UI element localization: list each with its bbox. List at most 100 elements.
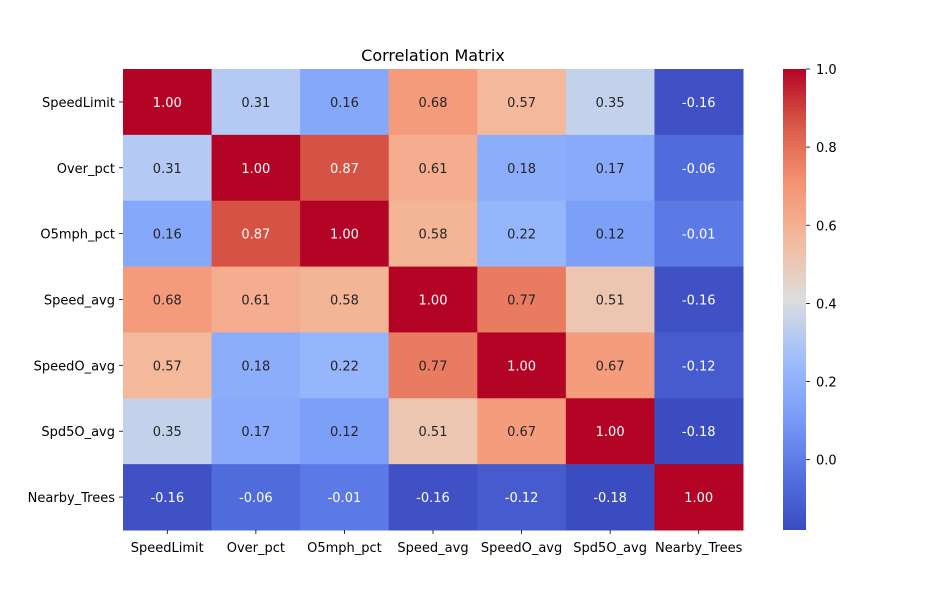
- heatmap-cell: [211, 200, 301, 268]
- colorbar-tick-label: 0.0: [816, 454, 837, 469]
- cell-value-label: 0.57: [153, 359, 182, 374]
- heatmap-cell: [123, 69, 213, 136]
- x-tick-label: O5mph_pct: [307, 541, 382, 556]
- y-tick-label: SpeedLimit: [42, 96, 115, 111]
- x-axis: SpeedLimit Over_pct O5mph_pct Speed_avg Spee…: [131, 530, 743, 556]
- heatmap-cell: [565, 69, 655, 136]
- colorbar-gradient: [783, 69, 806, 530]
- heatmap-cell: [654, 69, 744, 136]
- heatmap-cell: [300, 332, 390, 399]
- heatmap-cell: [565, 134, 655, 202]
- colorbar-tick-label: 0.4: [816, 297, 837, 312]
- x-tick-label: Spd5O_avg: [573, 541, 647, 556]
- cell-value-label: 0.61: [241, 294, 270, 309]
- heatmap-cell: [300, 266, 390, 333]
- heatmap-cell: [211, 134, 301, 202]
- heatmap-cell: [123, 134, 213, 202]
- cell-value-label: 0.67: [507, 425, 536, 440]
- heatmap-cell: [123, 398, 213, 465]
- heatmap-cell: [565, 398, 655, 465]
- heatmap-cell: [300, 200, 390, 268]
- heatmap-cell: [565, 266, 655, 333]
- cell-value-label: 1.00: [419, 294, 448, 309]
- heatmap-cell: [477, 398, 567, 465]
- heatmap-cell: [388, 134, 478, 202]
- cell-value-label: 0.16: [330, 96, 359, 111]
- cell-value-label: 1.00: [241, 162, 270, 177]
- cell-value-label: 0.51: [419, 425, 448, 440]
- chart-title: Correlation Matrix: [361, 46, 505, 65]
- cell-value-label: 0.58: [330, 294, 359, 309]
- x-tick-label: Speed_avg: [397, 541, 468, 556]
- heatmap-cell: [211, 464, 301, 531]
- cell-value-label: 1.00: [507, 359, 536, 374]
- heatmap-cell: [123, 464, 213, 531]
- cell-value-label: -0.16: [150, 491, 184, 506]
- cell-value-label: 0.68: [153, 294, 182, 309]
- heatmap-cell: [300, 69, 390, 136]
- cell-value-label: 0.87: [330, 162, 359, 177]
- cell-value-label: 0.31: [241, 96, 270, 111]
- colorbar: 0.0 0.2 0.4 0.6 0.8 1.0: [783, 63, 837, 530]
- cell-value-label: -0.01: [328, 491, 362, 506]
- cell-value-label: -0.16: [416, 491, 450, 506]
- y-tick-label: Speed_avg: [44, 294, 115, 309]
- heatmap-cell: [477, 200, 567, 268]
- heatmap-cells: [123, 69, 744, 531]
- cell-value-label: 0.12: [330, 425, 359, 440]
- cell-value-label: 0.22: [507, 228, 536, 243]
- cell-annotations: 1.00 0.31 0.16 0.68 0.57 0.35 -0.16 0.31 1.00 0.8…: [150, 96, 715, 506]
- x-tick-label: SpeedO_avg: [481, 541, 562, 556]
- cell-value-label: -0.16: [682, 294, 716, 309]
- heatmap-cell: [300, 464, 390, 531]
- y-tick-label: Spd5O_avg: [41, 425, 115, 440]
- cell-value-label: -0.01: [682, 228, 716, 243]
- cell-value-label: 1.00: [684, 491, 713, 506]
- cell-value-label: 0.51: [596, 294, 625, 309]
- cell-value-label: -0.12: [505, 491, 539, 506]
- colorbar-tick-label: 0.6: [816, 219, 837, 234]
- cell-value-label: -0.12: [682, 359, 716, 374]
- heatmap-cell: [300, 134, 390, 202]
- heatmap-cell: [654, 266, 744, 333]
- x-tick-label: Over_pct: [227, 541, 285, 556]
- cell-value-label: -0.16: [682, 96, 716, 111]
- heatmap-cell: [211, 266, 301, 333]
- heatmap-cell: [388, 464, 478, 531]
- heatmap-cell: [654, 398, 744, 465]
- heatmap-cell: [388, 69, 478, 136]
- heatmap-cell: [211, 69, 301, 136]
- heatmap-cell: [211, 398, 301, 465]
- y-tick-label: SpeedO_avg: [34, 359, 115, 374]
- heatmap-cell: [123, 332, 213, 399]
- cell-value-label: 0.35: [596, 96, 625, 111]
- cell-value-label: 0.61: [419, 162, 448, 177]
- heatmap-cell: [654, 332, 744, 399]
- x-tick-label: SpeedLimit: [131, 541, 204, 556]
- y-tick-label: Over_pct: [57, 162, 115, 177]
- cell-value-label: 1.00: [330, 228, 359, 243]
- heatmap-cell: [388, 200, 478, 268]
- cell-value-label: 1.00: [596, 425, 625, 440]
- heatmap-cell: [388, 332, 478, 399]
- heatmap-cell: [300, 398, 390, 465]
- cell-value-label: 0.31: [153, 162, 182, 177]
- cell-value-label: 0.17: [596, 162, 625, 177]
- cell-value-label: 0.58: [419, 228, 448, 243]
- cell-value-label: -0.18: [682, 425, 716, 440]
- heatmap-cell: [565, 200, 655, 268]
- heatmap-cell: [565, 464, 655, 531]
- cell-value-label: -0.06: [239, 491, 273, 506]
- y-tick-label: O5mph_pct: [40, 228, 115, 243]
- heatmap-cell: [654, 134, 744, 202]
- cell-value-label: 0.18: [507, 162, 536, 177]
- cell-value-label: 0.22: [330, 359, 359, 374]
- colorbar-tick-label: 0.2: [816, 376, 837, 391]
- heatmap-cell: [123, 200, 213, 268]
- heatmap-cell: [477, 134, 567, 202]
- heatmap-cell: [211, 332, 301, 399]
- heatmap-cell: [654, 200, 744, 268]
- cell-value-label: 0.87: [241, 228, 270, 243]
